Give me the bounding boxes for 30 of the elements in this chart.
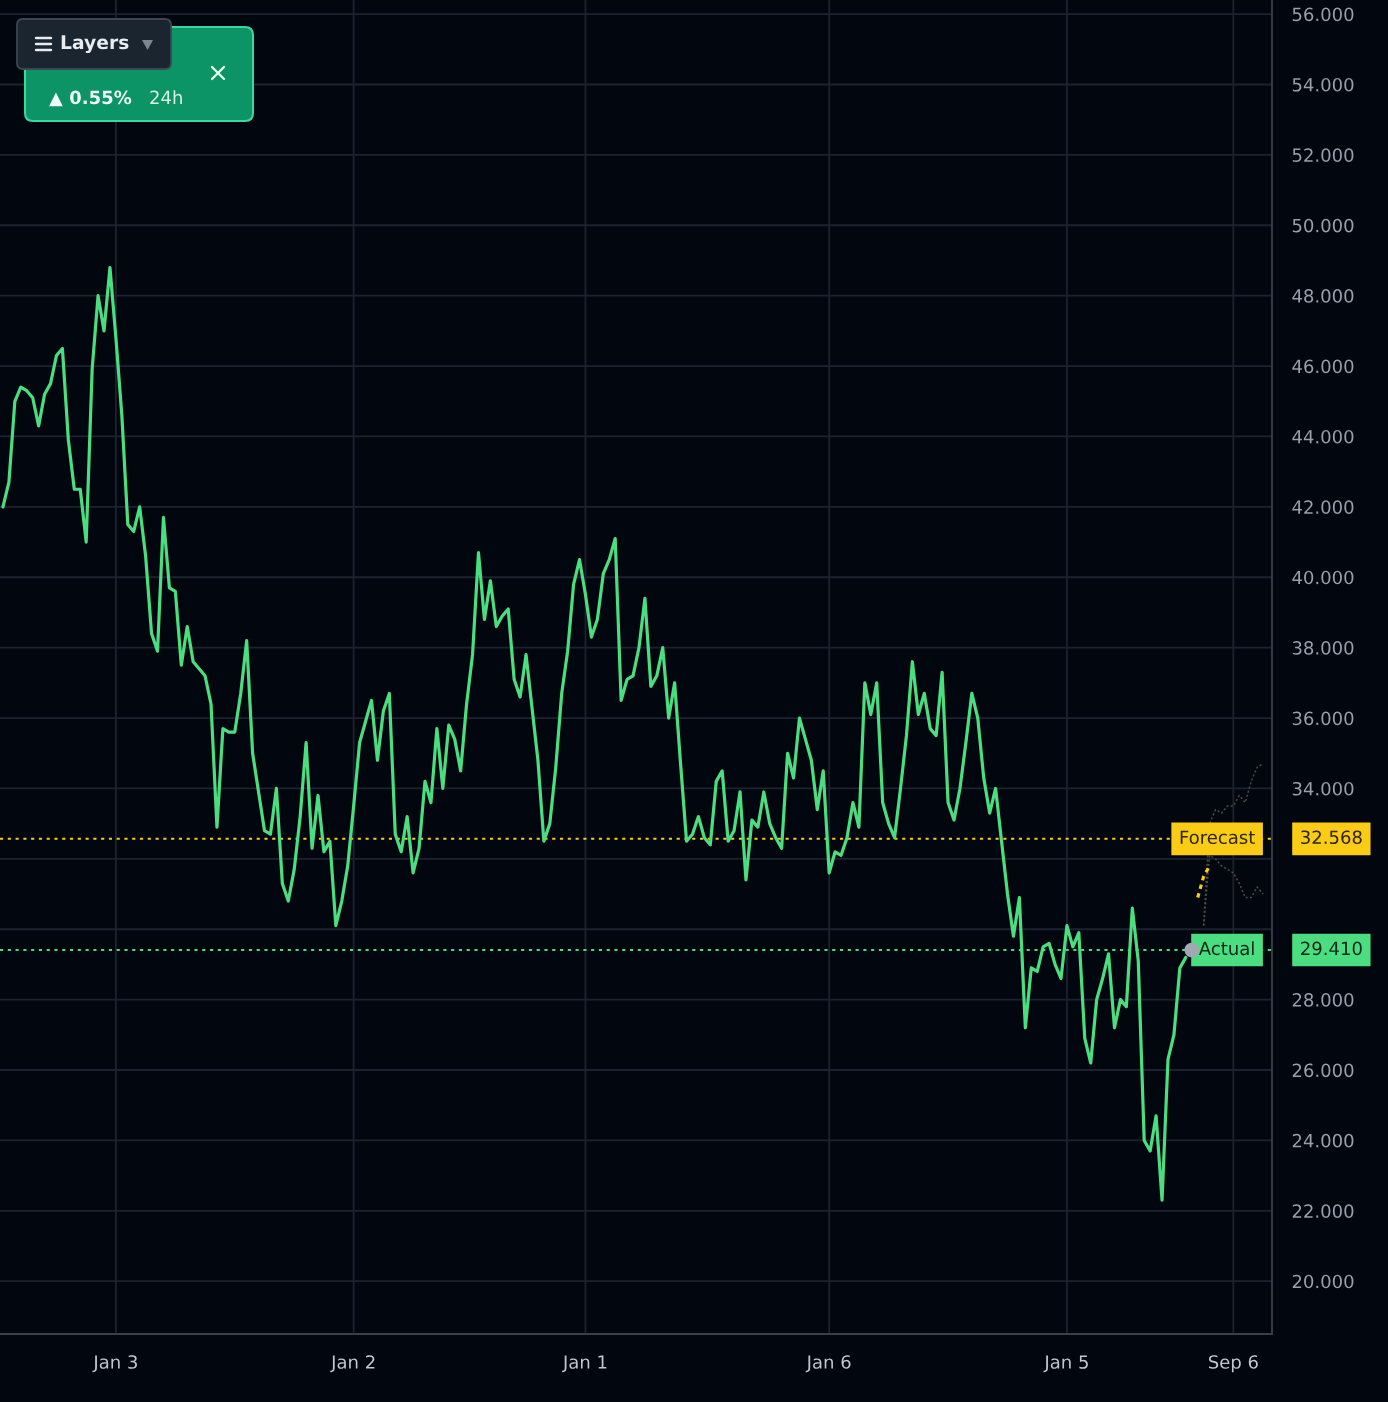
y-tick-label: 20.000: [1292, 1274, 1354, 1289]
x-tick-label: Jan 1: [562, 1355, 607, 1373]
text: 29.410: [1301, 941, 1362, 956]
y-tick-label: 34.000: [1292, 781, 1354, 796]
annotation: 24h: [150, 90, 182, 104]
y-tick-label: 52.000: [1292, 148, 1354, 162]
ref-line-label: Actual: [1198, 941, 1254, 956]
y-tick-label: 40.000: [1292, 570, 1354, 585]
y-tick-label: 38.000: [1292, 641, 1354, 655]
y-tick-label: 48.000: [1292, 289, 1354, 303]
x-tick-label: Jan 2: [330, 1355, 375, 1373]
text: 32.568: [1301, 830, 1362, 845]
y-tick-label: 50.000: [1292, 218, 1354, 233]
y-tick-label: 28.000: [1292, 993, 1354, 1007]
annotation: ▲ 0.55%: [49, 90, 132, 107]
y-tick-label: 24.000: [1292, 1133, 1354, 1148]
annotation: Layers: [61, 35, 129, 54]
y-tick-label: 42.000: [1292, 500, 1354, 514]
y-tick-label: 54.000: [1292, 77, 1354, 92]
x-tick-label: Jan 5: [1043, 1355, 1088, 1373]
x-tick-label: Jan 3: [92, 1355, 137, 1373]
ref-line-label: Forecast: [1180, 830, 1255, 845]
x-tick-label: Sep 6: [1208, 1355, 1258, 1373]
y-tick-label: 36.000: [1292, 711, 1354, 726]
x-tick-label: Jan 6: [805, 1355, 851, 1373]
y-tick-label: 26.000: [1292, 1063, 1354, 1078]
y-tick-label: 44.000: [1292, 429, 1354, 444]
y-tick-label: 46.000: [1292, 359, 1354, 374]
y-tick-label: 56.000: [1292, 7, 1354, 22]
y-tick-label: 22.000: [1292, 1204, 1354, 1218]
